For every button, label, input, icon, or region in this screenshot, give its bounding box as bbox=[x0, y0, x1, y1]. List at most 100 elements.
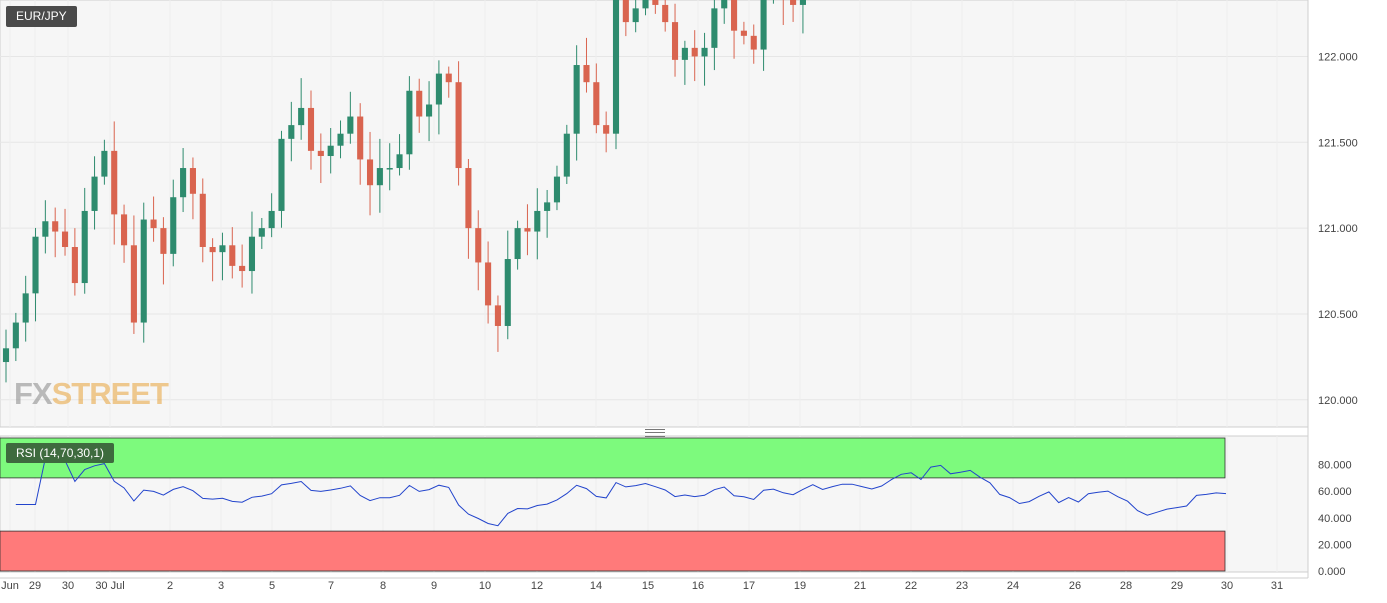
candle-body bbox=[180, 168, 187, 198]
candle-body bbox=[593, 82, 600, 126]
candle-body bbox=[239, 265, 246, 272]
candle-body bbox=[160, 228, 167, 254]
price-tick-label: 122.000 bbox=[1318, 51, 1358, 63]
time-tick-label: 24 bbox=[1007, 580, 1019, 592]
candle-body bbox=[504, 259, 511, 326]
candle-body bbox=[553, 176, 561, 203]
time-tick-label: 7 bbox=[328, 580, 334, 592]
time-tick-label: 5 bbox=[269, 580, 275, 592]
time-tick-label: 31 bbox=[1271, 580, 1283, 592]
candle-body bbox=[32, 236, 39, 294]
rsi-oversold-zone bbox=[0, 530, 1226, 572]
time-tick-label: 9 bbox=[431, 580, 437, 592]
candle-body bbox=[799, 0, 806, 5]
candle-body bbox=[248, 236, 256, 272]
candle-body bbox=[662, 4, 669, 23]
candle-body bbox=[288, 125, 295, 139]
candle-body bbox=[298, 107, 305, 126]
time-tick-label: 21 bbox=[854, 580, 866, 592]
candle-body bbox=[701, 47, 708, 57]
candle-body bbox=[366, 159, 374, 186]
price-tick-label: 121.000 bbox=[1318, 223, 1358, 235]
candle-body bbox=[376, 168, 383, 186]
candle-body bbox=[455, 82, 462, 169]
candle-body bbox=[514, 228, 521, 260]
time-tick-label: 15 bbox=[642, 580, 654, 592]
time-tick-label: 14 bbox=[590, 580, 602, 592]
candle-body bbox=[71, 247, 78, 284]
candle-body bbox=[760, 0, 767, 50]
candle-body bbox=[307, 107, 315, 151]
candle-body bbox=[12, 322, 19, 349]
candle-body bbox=[81, 210, 88, 284]
rsi-tick-label: 20.000 bbox=[1318, 539, 1352, 551]
time-tick-label: 29 bbox=[1171, 580, 1183, 592]
price-tick-label: 120.000 bbox=[1318, 395, 1358, 407]
candle-body bbox=[170, 197, 177, 254]
candle-body bbox=[140, 219, 147, 323]
time-tick-label: 19 bbox=[794, 580, 806, 592]
time-tick-label: 16 bbox=[692, 580, 704, 592]
time-tick-label: 12 bbox=[531, 580, 543, 592]
candle-body bbox=[386, 168, 393, 170]
candle-body bbox=[671, 22, 679, 60]
candle-body bbox=[209, 247, 216, 253]
pane-resize-handle[interactable] bbox=[645, 429, 665, 437]
candle-body bbox=[711, 8, 718, 48]
candle-body bbox=[494, 305, 501, 326]
candle-body bbox=[22, 293, 29, 323]
price-tick-label: 120.500 bbox=[1318, 309, 1358, 321]
rsi-tick-label: 80.000 bbox=[1318, 460, 1352, 472]
candle-body bbox=[258, 228, 265, 237]
time-tick-label: 8 bbox=[380, 580, 386, 592]
candle-body bbox=[740, 30, 747, 36]
candle-body bbox=[42, 221, 49, 237]
symbol-badge[interactable]: EUR/JPY bbox=[6, 6, 77, 27]
candle-body bbox=[2, 348, 10, 363]
time-tick-label: 26 bbox=[1069, 580, 1081, 592]
candle-body bbox=[681, 47, 688, 60]
candle-body bbox=[327, 145, 334, 157]
rsi-overbought-zone bbox=[0, 437, 1226, 479]
candle-body bbox=[583, 65, 590, 83]
time-tick-label: 30 Jul bbox=[95, 580, 124, 592]
candle-body bbox=[189, 168, 196, 194]
candle-body bbox=[199, 193, 206, 248]
candle-body bbox=[130, 245, 137, 323]
candle-body bbox=[534, 210, 541, 232]
candle-body bbox=[278, 138, 285, 211]
time-tick-label: 17 bbox=[743, 580, 755, 592]
time-tick-label: 30 bbox=[1221, 580, 1233, 592]
time-tick-label: 22 bbox=[905, 580, 917, 592]
price-tick-label: 121.500 bbox=[1318, 137, 1358, 149]
candle-body bbox=[416, 90, 423, 117]
rsi-indicator-badge[interactable]: RSI (14,70,30,1) bbox=[6, 443, 115, 463]
candle-body bbox=[357, 116, 364, 160]
candle-body bbox=[91, 176, 98, 211]
candle-body bbox=[317, 150, 324, 157]
candle-body bbox=[101, 150, 108, 177]
candle-body bbox=[229, 245, 236, 266]
candle-body bbox=[750, 35, 757, 50]
candle-body bbox=[150, 219, 157, 229]
rsi-tick-label: 0.000 bbox=[1318, 566, 1346, 578]
candle-body bbox=[445, 73, 452, 83]
candle-body bbox=[465, 168, 472, 229]
candle-body bbox=[406, 90, 413, 155]
candle-body bbox=[632, 8, 639, 23]
candle-body bbox=[435, 73, 442, 105]
candle-body bbox=[61, 231, 69, 248]
candle-body bbox=[652, 0, 659, 5]
fxstreet-watermark: FXSTREET bbox=[14, 376, 169, 411]
time-tick-label: 30 bbox=[62, 580, 74, 592]
candle-body bbox=[347, 116, 354, 134]
candle-body bbox=[337, 133, 344, 146]
time-tick-label: 28 bbox=[1120, 580, 1132, 592]
candle-body bbox=[219, 245, 226, 253]
candle-body bbox=[544, 202, 551, 211]
candle-body bbox=[524, 228, 531, 232]
candle-body bbox=[563, 133, 570, 177]
candle-body bbox=[396, 154, 403, 169]
candle-body bbox=[268, 210, 275, 229]
